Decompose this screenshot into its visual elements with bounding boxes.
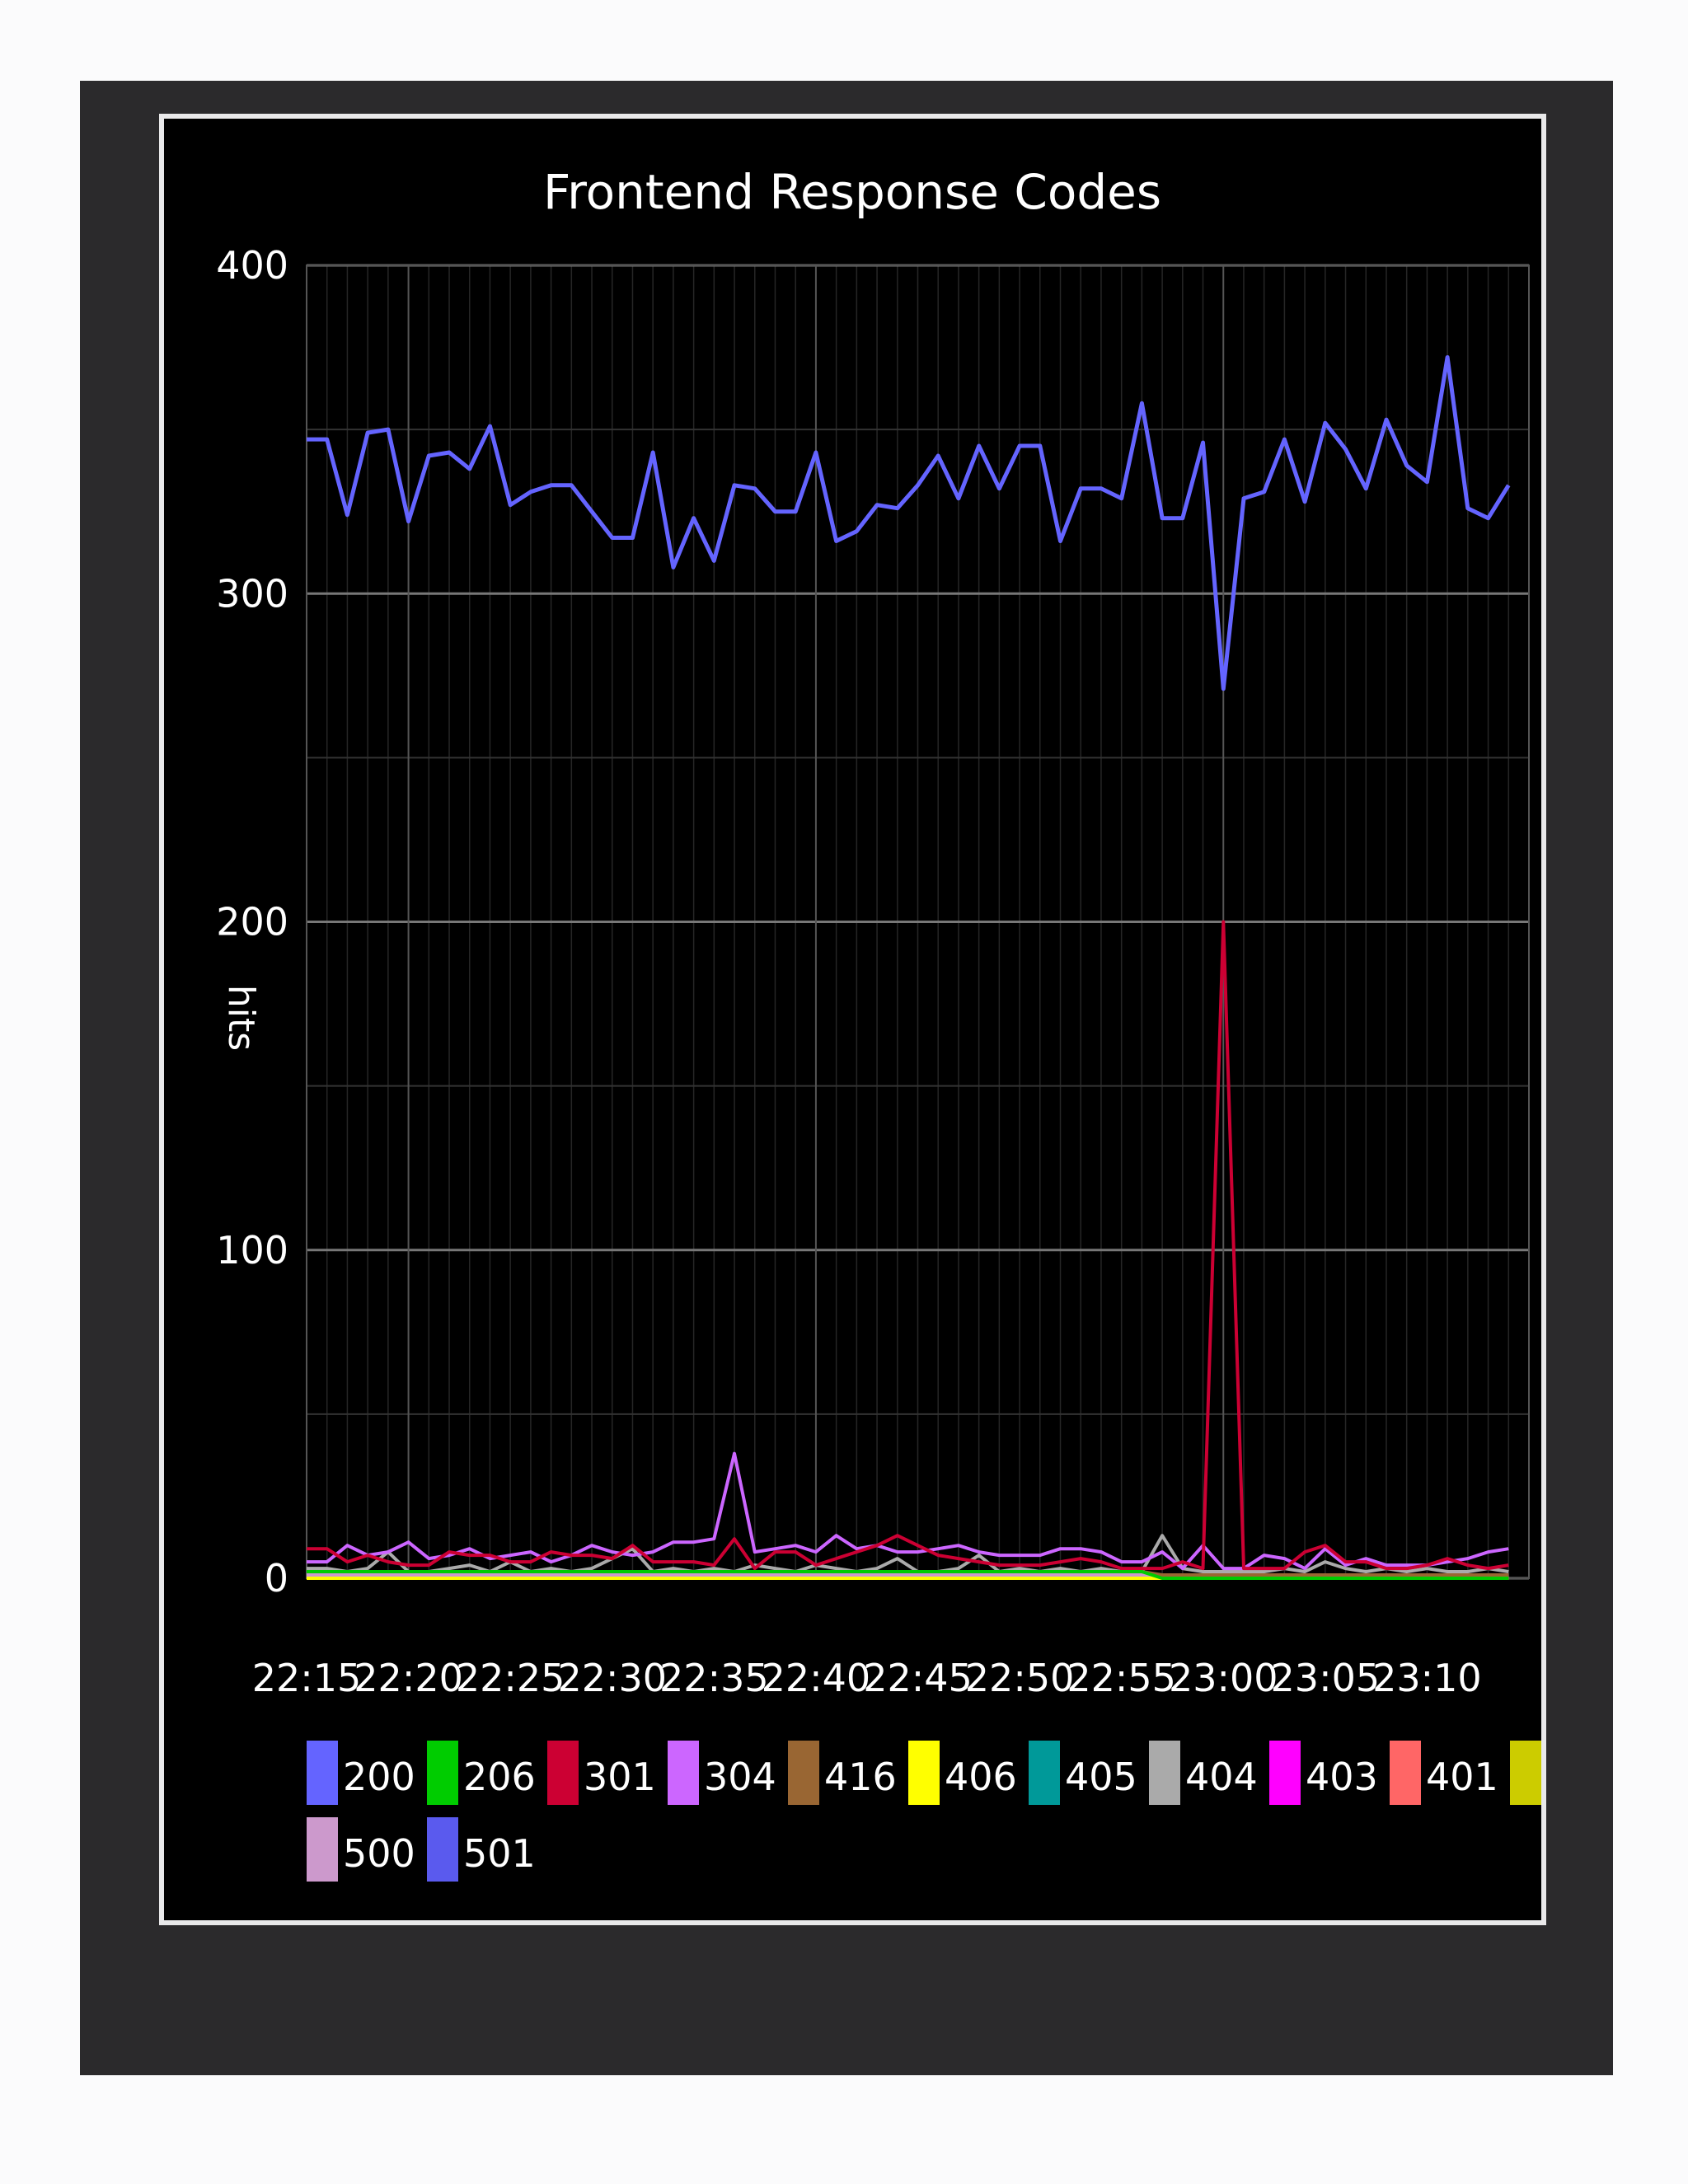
- legend-swatch: [1149, 1741, 1180, 1805]
- y-tick-labels: 0 100 200 300 400: [216, 243, 288, 1601]
- legend-swatch: [1269, 1741, 1301, 1805]
- legend-swatch: [1029, 1741, 1060, 1805]
- legend-label: 401: [1426, 1755, 1498, 1799]
- legend-swatch: [668, 1741, 699, 1805]
- series-line-206: [307, 1570, 1509, 1580]
- legend-label: 501: [463, 1831, 536, 1876]
- x-tick-label: 23:05: [1271, 1656, 1381, 1700]
- legend-label: 416: [824, 1755, 897, 1799]
- legend-swatch: [1510, 1741, 1541, 1805]
- legend: 200 206 301 304 416 406 405 404 403 401 500 501: [307, 1741, 1541, 1882]
- y-tick-label: 0: [265, 1556, 288, 1601]
- series-line-304: [307, 1451, 1509, 1571]
- x-tick-label: 22:55: [1067, 1656, 1176, 1700]
- y-tick-label: 100: [216, 1228, 288, 1272]
- legend-swatch: [788, 1741, 819, 1805]
- y-axis-label: hits: [220, 985, 262, 1051]
- y-tick-label: 400: [216, 243, 288, 288]
- x-tick-label: 22:45: [863, 1656, 973, 1700]
- chart-panel: [159, 114, 1546, 1925]
- legend-label: 403: [1306, 1755, 1378, 1799]
- chart-title: Frontend Response Codes: [543, 164, 1161, 220]
- legend-swatch: [307, 1817, 338, 1882]
- x-tick-labels: 22:1522:2022:2522:3022:3522:4022:4522:50…: [252, 1656, 1482, 1700]
- x-tick-label: 22:20: [354, 1656, 463, 1700]
- x-tick-label: 22:35: [659, 1656, 769, 1700]
- legend-label: 206: [463, 1755, 536, 1799]
- legend-swatch: [547, 1741, 579, 1805]
- x-tick-label: 22:40: [762, 1656, 871, 1700]
- legend-label: 406: [945, 1755, 1017, 1799]
- series-line-301: [307, 920, 1509, 1571]
- y-tick-label: 200: [216, 900, 288, 944]
- legend-swatch: [427, 1817, 458, 1882]
- y-tick-label: 300: [216, 571, 288, 616]
- legend-label: 500: [343, 1831, 415, 1876]
- x-tick-label: 22:15: [252, 1656, 362, 1700]
- legend-label: 404: [1185, 1755, 1258, 1799]
- legend-label: 405: [1065, 1755, 1137, 1799]
- x-tick-label: 23:00: [1169, 1656, 1278, 1700]
- legend-swatch: [427, 1741, 458, 1805]
- legend-label: 200: [343, 1755, 415, 1799]
- legend-label: 301: [584, 1755, 656, 1799]
- legend-swatch: [307, 1741, 338, 1805]
- legend-label: 304: [704, 1755, 776, 1799]
- x-tick-label: 22:30: [557, 1656, 667, 1700]
- series-line-404: [307, 1534, 1509, 1573]
- series-line-200: [307, 355, 1511, 691]
- x-tick-label: 23:10: [1372, 1656, 1482, 1700]
- x-tick-label: 22:25: [456, 1656, 565, 1700]
- legend-swatch: [1390, 1741, 1421, 1805]
- legend-swatch: [908, 1741, 940, 1805]
- x-tick-label: 22:50: [965, 1656, 1075, 1700]
- series-layer: [307, 355, 1511, 1580]
